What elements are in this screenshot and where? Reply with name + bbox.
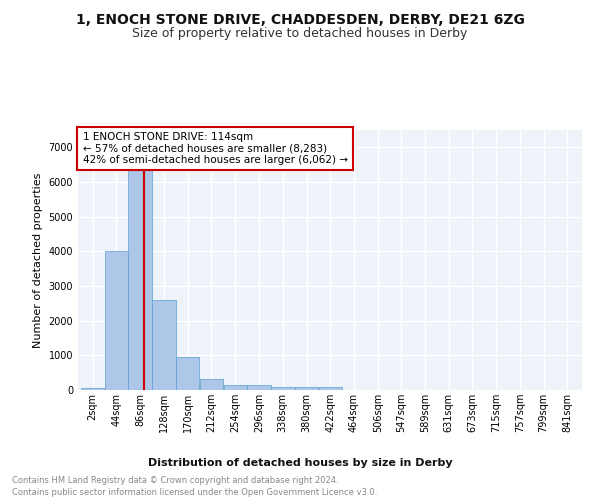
Bar bbox=[81, 388, 104, 390]
Text: Contains public sector information licensed under the Open Government Licence v3: Contains public sector information licen… bbox=[12, 488, 377, 497]
Text: 1, ENOCH STONE DRIVE, CHADDESDEN, DERBY, DE21 6ZG: 1, ENOCH STONE DRIVE, CHADDESDEN, DERBY,… bbox=[76, 12, 524, 26]
Text: Contains HM Land Registry data © Crown copyright and database right 2024.: Contains HM Land Registry data © Crown c… bbox=[12, 476, 338, 485]
Text: 1 ENOCH STONE DRIVE: 114sqm
← 57% of detached houses are smaller (8,283)
42% of : 1 ENOCH STONE DRIVE: 114sqm ← 57% of det… bbox=[83, 132, 347, 165]
Text: Size of property relative to detached houses in Derby: Size of property relative to detached ho… bbox=[133, 28, 467, 40]
Bar bbox=[247, 386, 271, 390]
Bar bbox=[152, 300, 176, 390]
Bar bbox=[128, 164, 152, 390]
Bar bbox=[271, 387, 295, 390]
Bar bbox=[105, 252, 128, 390]
Y-axis label: Number of detached properties: Number of detached properties bbox=[33, 172, 43, 348]
Bar bbox=[295, 387, 318, 390]
Text: Distribution of detached houses by size in Derby: Distribution of detached houses by size … bbox=[148, 458, 452, 468]
Bar bbox=[200, 378, 223, 390]
Bar bbox=[319, 387, 342, 390]
Bar bbox=[224, 386, 247, 390]
Bar bbox=[176, 356, 199, 390]
